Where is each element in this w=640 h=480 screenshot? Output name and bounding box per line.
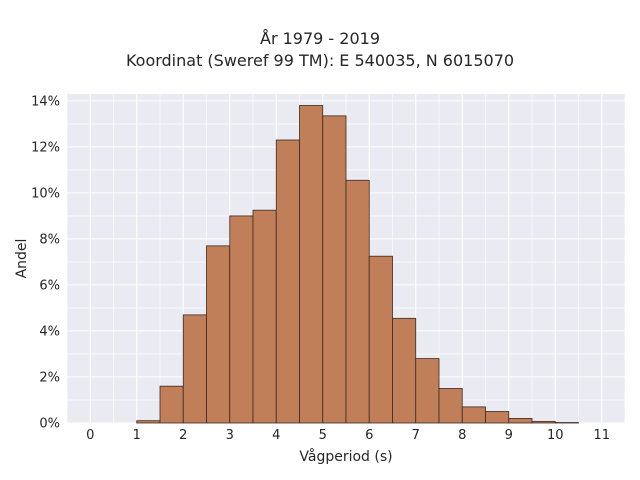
x-tick-label: 5	[319, 428, 327, 443]
histogram-bar	[345, 179, 370, 424]
x-tick-label: 2	[179, 428, 187, 443]
histogram-bars	[136, 105, 579, 424]
histogram-bar	[299, 105, 324, 424]
y-tick-label: 0%	[39, 417, 60, 432]
chart-title-line-1: År 1979 - 2019	[260, 29, 380, 48]
histogram-bar	[438, 388, 463, 424]
x-tick-label: 4	[272, 428, 280, 443]
y-tick-label: 8%	[39, 232, 60, 247]
y-tick-label: 12%	[31, 140, 60, 155]
y-tick-label: 10%	[31, 186, 60, 201]
y-tick-label: 6%	[39, 278, 60, 293]
x-axis-ticks: 0 1 2 3 4 5 6 7 8 9 10 11	[86, 428, 610, 443]
y-tick-label: 14%	[31, 94, 60, 109]
x-tick-label: 3	[226, 428, 234, 443]
x-tick-label: 1	[133, 428, 141, 443]
chart-title-line-2: Koordinat (Sweref 99 TM): E 540035, N 60…	[125, 51, 515, 70]
histogram-bar	[461, 406, 486, 424]
histogram-bar	[485, 411, 510, 424]
histogram-bar	[322, 115, 347, 424]
histogram-bar	[229, 215, 254, 424]
y-axis-label: Andel	[14, 239, 30, 279]
y-axis-ticks: 0% 2% 4% 6% 8% 10% 12% 14%	[31, 94, 60, 431]
histogram-bar	[531, 420, 556, 424]
histogram-bar	[392, 317, 417, 424]
x-tick-label: 10	[547, 428, 564, 443]
x-tick-label: 0	[86, 428, 94, 443]
histogram-bar	[415, 358, 440, 424]
x-tick-label: 8	[458, 428, 466, 443]
histogram-bar	[182, 314, 207, 424]
histogram-bar	[275, 139, 300, 424]
x-axis-label: Vågperiod (s)	[299, 448, 392, 465]
y-tick-label: 4%	[39, 324, 60, 339]
x-tick-label: 11	[593, 428, 610, 443]
histogram-bar	[368, 255, 393, 424]
histogram-bar	[159, 385, 184, 424]
histogram-bar	[508, 417, 533, 424]
histogram-bar	[252, 209, 277, 424]
x-tick-label: 7	[412, 428, 420, 443]
histogram-bar	[206, 245, 231, 424]
histogram-bar	[136, 420, 161, 424]
x-tick-label: 9	[505, 428, 513, 443]
x-tick-label: 6	[365, 428, 373, 443]
y-tick-label: 2%	[39, 370, 60, 385]
